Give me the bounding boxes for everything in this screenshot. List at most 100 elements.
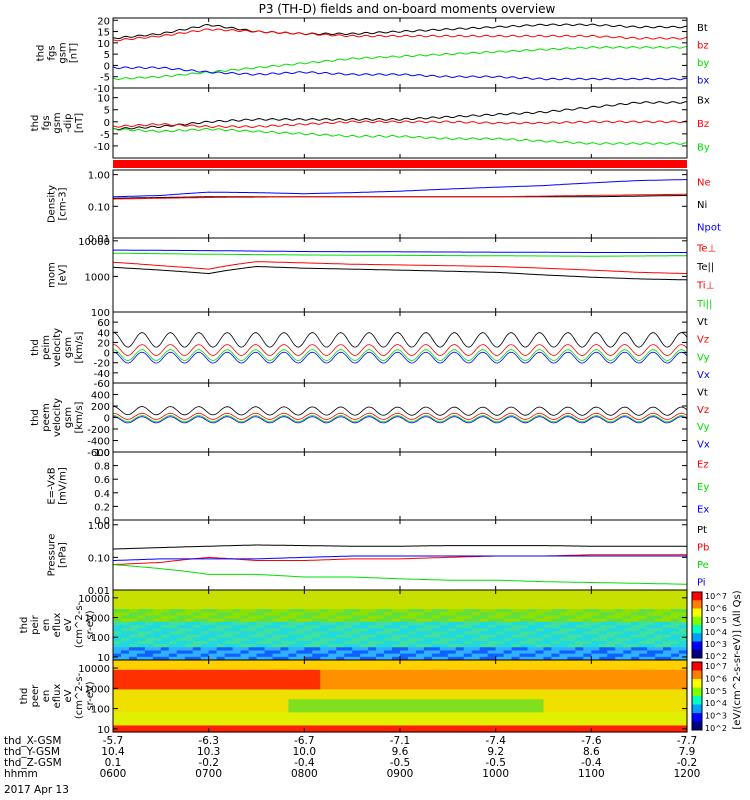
spectrogram-cell [128,676,138,681]
spectrogram-cell [160,621,170,626]
spectrogram-cell [487,599,497,604]
spectrogram-cell [551,676,561,681]
spectrogram-cell [160,634,170,639]
spectrogram-cell [144,637,154,642]
spectrogram-cell [615,640,624,645]
spectrogram-cell [503,660,513,664]
spectrogram-cell [463,621,473,626]
colorbar-segment [692,641,702,651]
spectrogram-cell [152,660,162,664]
spectrogram-cell [639,596,648,601]
spectrogram-cell [376,718,385,723]
spectrogram-cell [423,634,433,639]
spectrogram-cell [583,718,592,723]
spectrogram-cell [423,709,433,713]
spectrogram-cell [256,692,266,697]
spectrogram-cell [551,722,561,727]
spectrogram-cell [631,686,640,691]
spectrogram-cell [344,692,353,697]
spectrogram-cell [527,647,537,652]
spectrogram-cell [479,647,489,652]
spectrogram-cell [447,728,457,733]
spectrogram-cell [543,682,553,687]
spectrogram-cell [120,599,130,604]
spectrogram-cell [599,676,608,681]
spectrogram-cell [264,679,274,684]
spectrogram-cell [232,699,242,704]
spectrogram-cell [312,618,321,623]
spectrogram-cell [224,628,234,632]
spectrogram-cell [328,618,337,623]
spectrogram-cell [120,602,130,607]
spectrogram-cell [623,631,632,636]
spectrogram-cell [176,647,186,652]
spectrogram-cell [663,609,672,613]
spectrogram-cell [647,689,656,694]
spectrogram-cell [471,679,481,684]
spectrogram-cell [336,596,345,601]
spectrogram-cell [447,699,457,704]
spectrogram-cell [423,593,433,597]
spectrogram-cell [328,676,337,681]
spectrogram-cell [184,725,194,730]
spectrogram-cell [280,712,289,717]
spectrogram-cell [248,647,258,652]
spectrogram-cell [152,682,162,687]
spectrogram-cell [623,637,632,642]
spectrogram-cell [336,656,345,661]
spectrogram-cell [671,602,680,607]
spectrogram-cell [639,618,648,623]
spectrogram-cell [583,650,592,655]
spectrogram-cell [503,605,513,610]
spectrogram-cell [655,650,664,655]
spectrogram-cell [320,599,329,604]
spectrogram-cell [431,699,441,704]
spectrogram-cell [671,615,680,620]
spectrogram-cell [415,596,425,601]
spectrogram-cell [591,666,600,671]
spectrogram-cell [168,596,178,601]
spectrogram-cell [487,656,497,661]
spectrogram-cell [224,699,234,704]
spectrogram-cell [344,718,353,723]
spectrogram-cell [647,621,656,626]
spectrogram-cell [503,631,513,636]
spectrogram-cell [447,590,457,594]
spectrogram-cell [256,709,266,713]
spectrogram-cell [487,728,497,733]
spectrogram-cell [360,631,369,636]
spectrogram-cell [248,612,258,617]
spectrogram-cell [639,722,648,727]
axis-row-value: 0.1 [105,757,122,769]
spectrogram-cell [407,679,417,684]
spectrogram-cell [160,699,170,704]
spectrogram-cell [232,722,242,727]
spectrogram-cell [304,625,313,629]
colorbar-segment [692,592,702,601]
spectrogram-cell [240,631,250,636]
spectrogram-cell [575,709,584,713]
spectrogram-cell [360,686,369,691]
spectrogram-cell [312,660,321,664]
spectrogram-cell [376,637,385,642]
spectrogram-cell [256,605,266,610]
spectrogram-cell [272,660,282,664]
spectrogram-cell [583,696,592,700]
spectrogram-cell [439,689,449,694]
spectrogram-cell [575,634,584,639]
spectrogram-cell [591,686,600,691]
spectrogram-cell [615,593,624,597]
spectrogram-cell [527,679,537,684]
spectrogram-cell [240,640,250,645]
spectrogram-cell [559,605,569,610]
spectrogram-cell [519,705,529,710]
spectrogram-cell [663,669,672,674]
spectrogram-cell [360,682,369,687]
spectrogram-cell [248,644,258,648]
spectrogram-cell [631,599,640,604]
spectrogram-cell [248,609,258,613]
spectrogram-cell [463,612,473,617]
spectrogram-cell [152,612,162,617]
spectrogram-cell [511,650,521,655]
colorbar-segment [692,670,702,680]
